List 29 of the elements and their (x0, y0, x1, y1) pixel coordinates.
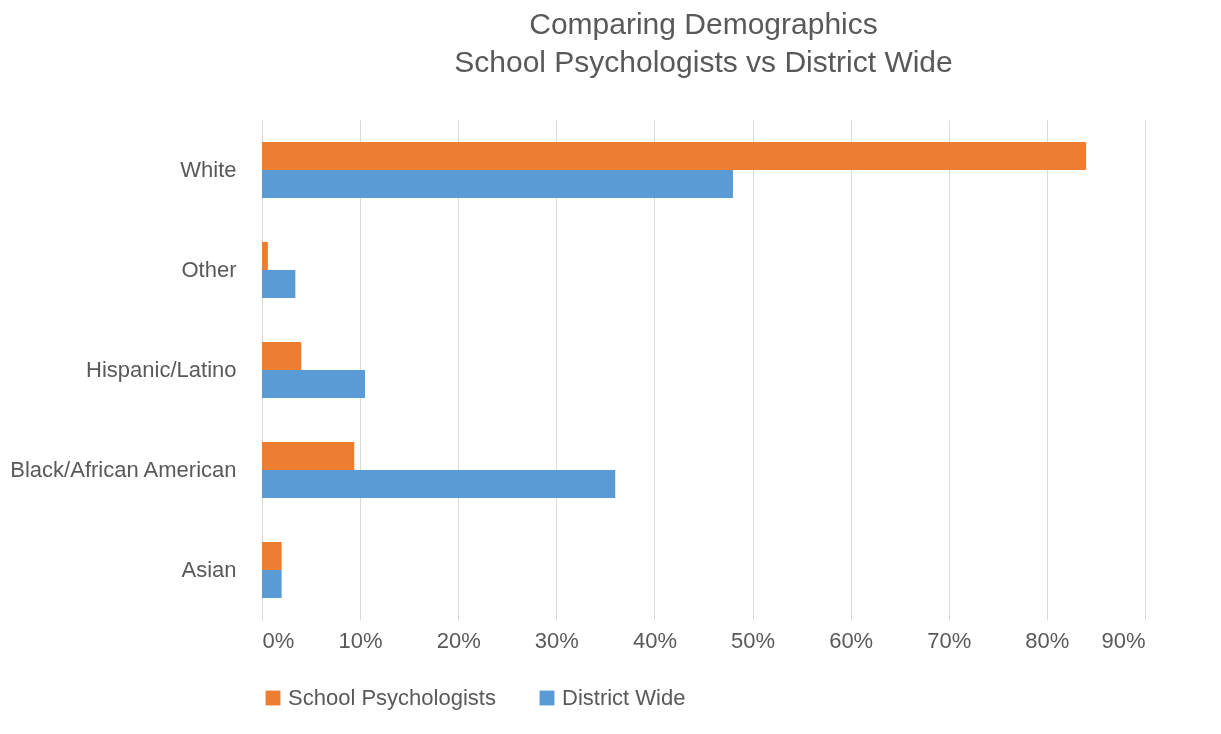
bar (262, 142, 1087, 170)
y-tick-label: Black/African American (10, 457, 237, 482)
legend-label: School Psychologists (288, 685, 496, 710)
y-tick-label: Other (181, 257, 237, 282)
x-tick-label: 20% (436, 627, 481, 653)
x-tick-label: 0% (262, 627, 295, 653)
x-tick-label: 50% (731, 627, 776, 653)
legend-label: District Wide (562, 685, 686, 710)
y-tick-label: Asian (181, 557, 237, 582)
bar (262, 242, 268, 270)
x-tick-label: 80% (1025, 627, 1070, 653)
x-tick-label: 70% (927, 627, 972, 653)
x-tick-label: 10% (338, 627, 383, 653)
bar (262, 370, 366, 398)
x-tick-label: 90% (1101, 627, 1146, 653)
y-tick-label: White (180, 157, 237, 182)
x-tick-label: 30% (534, 627, 579, 653)
bar (262, 570, 282, 598)
bar (262, 470, 616, 498)
chart-title: Comparing Demographics (529, 7, 878, 40)
bar (262, 170, 733, 198)
bar (262, 270, 296, 298)
x-tick-label: 60% (829, 627, 874, 653)
bar (262, 542, 282, 570)
bar (262, 442, 355, 470)
bar (262, 342, 302, 370)
x-tick-label: 40% (632, 627, 677, 653)
chart-subtitle: School Psychologists vs District Wide (454, 45, 953, 78)
y-tick-label: Hispanic/Latino (86, 357, 237, 382)
